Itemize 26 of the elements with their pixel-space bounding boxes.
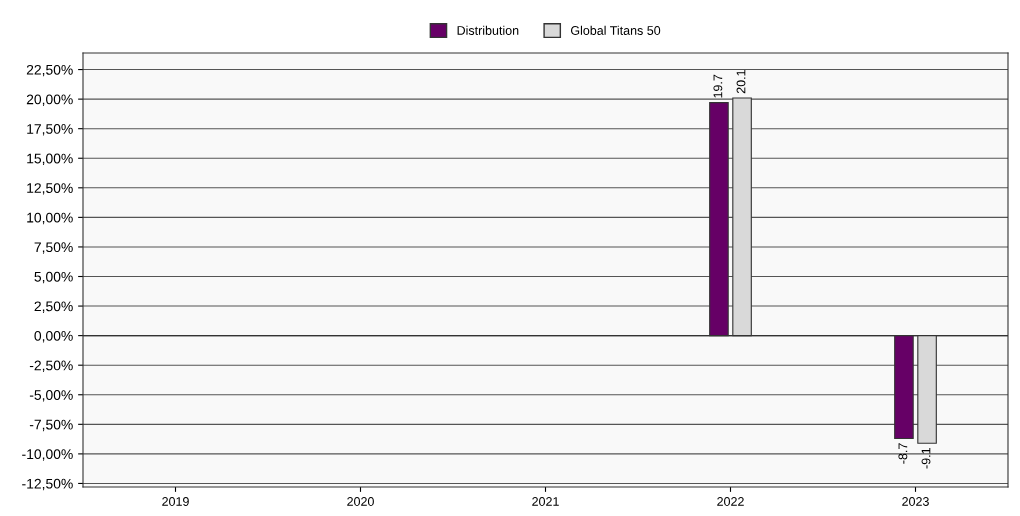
y-tick-label: -7,50%	[29, 419, 73, 432]
y-tick-label: 0,00%	[34, 330, 73, 343]
y-tick-label: 10,00%	[27, 212, 73, 225]
x-tick-label: 2021	[532, 497, 559, 506]
y-tick-label: -12,50%	[22, 478, 73, 491]
y-tick-label: 15,00%	[27, 153, 73, 166]
x-tick-label: 2023	[902, 497, 929, 506]
x-tick-label: 2019	[162, 497, 189, 506]
legend-label: Distribution	[457, 25, 519, 35]
data-label: 19.7	[713, 74, 723, 98]
y-tick-label: 2,50%	[34, 301, 73, 313]
y-tick-label: 22,50%	[26, 64, 73, 77]
y-tick-label: -5,00%	[29, 390, 73, 402]
x-tick-label: 2020	[347, 497, 374, 506]
y-tick-label: 20,00%	[26, 94, 73, 106]
data-label: -9.1	[921, 448, 931, 469]
y-tick-label: 17,50%	[27, 124, 73, 136]
y-tick-label: -10,00%	[22, 449, 73, 461]
legend-label: Global Titans 50	[570, 25, 661, 35]
y-tick-label: -2,50%	[29, 360, 73, 373]
data-label: 20.1	[736, 70, 746, 94]
data-label: -8.7	[898, 443, 908, 464]
y-tick-label: 12,50%	[27, 183, 73, 195]
y-tick-label: 7,50%	[34, 242, 73, 254]
y-tick-label: 5,00%	[34, 271, 73, 284]
x-tick-label: 2022	[717, 497, 744, 506]
